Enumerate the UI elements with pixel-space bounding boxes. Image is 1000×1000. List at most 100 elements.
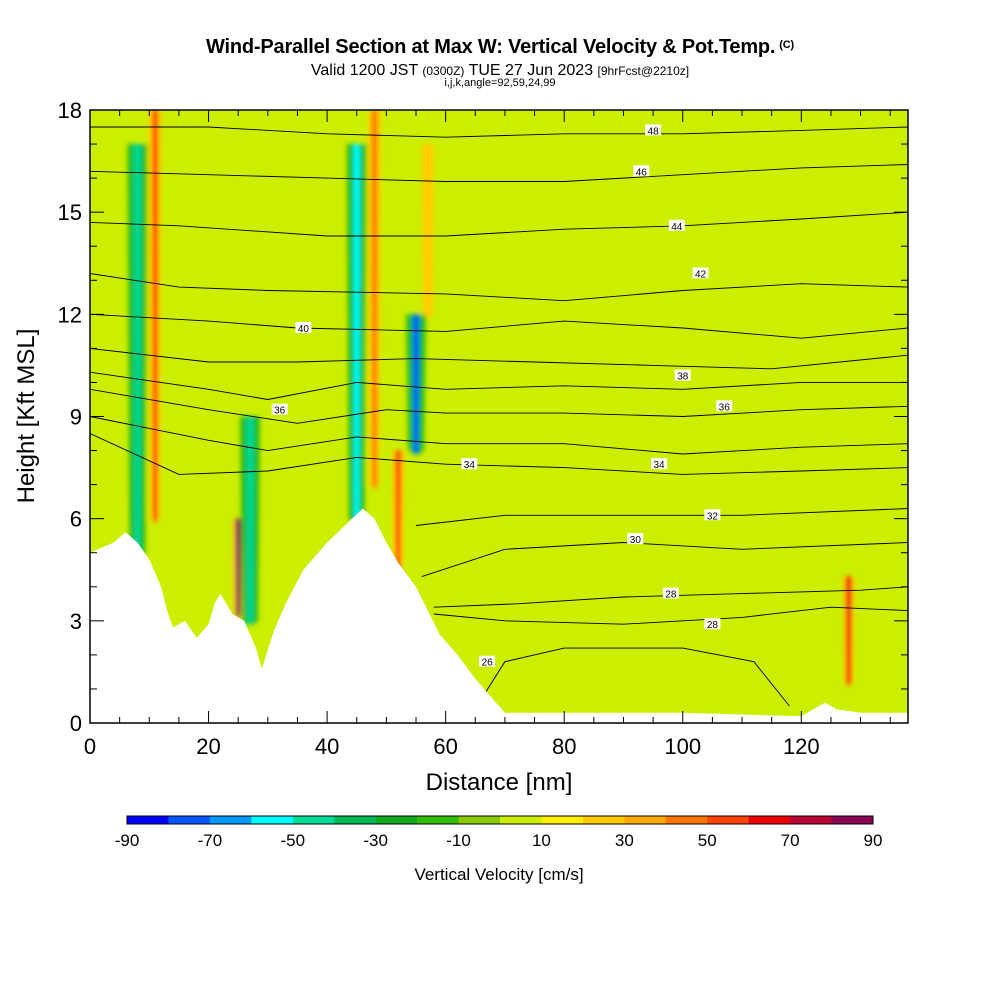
colorbar-swatch	[624, 816, 667, 824]
y-tick-label: 9	[70, 405, 82, 430]
downdraft-band	[134, 144, 141, 557]
colorbar-tick-label: 10	[532, 831, 551, 850]
y-tick-label: 6	[70, 507, 82, 532]
colorbar-tick-label: -90	[115, 831, 140, 850]
field-features	[127, 110, 859, 687]
theta-label-box	[692, 267, 709, 279]
colorbar-tick-label: 90	[864, 831, 883, 850]
theta-label-box	[674, 369, 691, 381]
colorbar-swatch	[707, 816, 749, 824]
theta-contour-line	[90, 416, 908, 455]
theta-contour-line	[90, 211, 908, 237]
colorbar-swatch	[417, 816, 459, 824]
valid-time-main: Valid 1200 JST	[310, 62, 418, 79]
colorbar-tick-label: 50	[698, 831, 717, 850]
y-axis-label: Height [Kft MSL]	[13, 329, 40, 504]
theta-label-box	[645, 124, 662, 136]
theta-label-box	[479, 655, 496, 667]
colorbar-swatch	[458, 816, 501, 824]
x-tick-label: 60	[433, 734, 457, 759]
y-tick-label: 3	[70, 609, 82, 634]
colorbar-swatch	[582, 816, 625, 824]
theta-contour-line	[90, 433, 908, 475]
theta-contour-label: 44	[671, 222, 683, 233]
updraft-band	[424, 144, 431, 319]
theta-label-box	[271, 403, 288, 415]
updraft-band	[845, 576, 852, 687]
theta-label-box	[627, 533, 644, 545]
x-tick-label: 20	[196, 734, 220, 759]
colorbar: -90 -70 -50 -30 -10 10 30 50 70 90	[115, 815, 883, 850]
theta-contour-line	[480, 647, 790, 707]
theta-contour-line	[90, 347, 908, 370]
theta-contour-line	[415, 508, 908, 526]
x-tick-label: 100	[664, 734, 701, 759]
updraft-band	[395, 450, 402, 584]
updraft-band	[152, 110, 159, 523]
x-tick-label: 0	[84, 734, 96, 759]
valid-time-date: TUE 27 Jun 2023	[468, 62, 594, 79]
theta-contour-label: 38	[677, 372, 689, 383]
downdraft-band	[353, 144, 360, 523]
updraft-band	[371, 110, 378, 489]
colorbar-swatch	[251, 816, 294, 824]
theta-label-box	[704, 618, 721, 630]
colorbar-label: Vertical Velocity [cm/s]	[414, 865, 583, 884]
y-tick-label: 0	[70, 711, 82, 736]
colorbar-swatch	[334, 816, 376, 824]
theta-contour-label: 42	[695, 269, 707, 280]
y-tick-label: 18	[58, 98, 82, 123]
grid-subtitle: i,j,k,angle=92,59,24,99	[444, 77, 556, 89]
theta-contour-label: 30	[630, 535, 642, 546]
theta-contour-label: 28	[707, 620, 719, 631]
terrain-mask	[90, 508, 908, 723]
colorbar-swatch	[168, 816, 211, 824]
theta-contour-label: 34	[653, 460, 665, 471]
colorbar-tick-label: 70	[781, 831, 800, 850]
theta-contour-label: 36	[274, 406, 286, 417]
theta-contour-line	[90, 313, 908, 339]
y-tick-label: 12	[58, 302, 82, 327]
theta-contour-label: 40	[298, 324, 310, 335]
colorbar-swatch	[500, 816, 542, 824]
colorbar-swatch	[127, 816, 169, 824]
colorbar-frame	[126, 815, 874, 825]
x-axis-label: Distance [nm]	[426, 769, 573, 796]
theta-contour-line	[433, 586, 908, 608]
x-tick-label: 40	[315, 734, 339, 759]
theta-contour-line	[421, 542, 908, 578]
colorbar-tick-label: -30	[363, 831, 388, 850]
theta-label-box	[461, 458, 478, 470]
theta-contour-label: 32	[707, 511, 719, 522]
theta-label-box	[651, 458, 668, 470]
theta-label-box	[704, 509, 721, 521]
colorbar-swatch	[790, 816, 832, 824]
colorbar-swatch	[748, 816, 791, 824]
theta-label-box	[633, 165, 650, 177]
downdraft-band	[413, 314, 420, 455]
x-tick-label: 80	[552, 734, 576, 759]
chart-title-text: Wind-Parallel Section at Max W: Vertical…	[206, 36, 776, 58]
colorbar-tick-label: 30	[615, 831, 634, 850]
theta-contour-label: 28	[665, 590, 677, 601]
colorbar-swatch	[831, 816, 874, 824]
y-tick-label: 15	[58, 200, 82, 225]
valid-time: Valid 1200 JST (0300Z) TUE 27 Jun 2023 […	[0, 62, 1000, 80]
colorbar-swatch	[375, 816, 418, 824]
theta-contour-line	[90, 164, 908, 182]
colorbar-swatch	[292, 816, 335, 824]
theta-contour-line	[90, 388, 908, 424]
theta-label-box	[668, 219, 685, 231]
downdraft-band	[247, 416, 254, 625]
colorbar-swatch	[665, 816, 708, 824]
theta-contours: 26 28 28 30 32 34 34 36 36 38 40 42 44 46 48	[90, 124, 908, 707]
colorbar-swatch	[209, 816, 252, 824]
colorbar-swatch	[541, 816, 584, 824]
theta-label-box	[716, 400, 733, 412]
theta-contour-label: 46	[636, 167, 648, 178]
updraft-band	[235, 518, 242, 619]
chart-title: Wind-Parallel Section at Max W: Vertical…	[0, 36, 1000, 59]
colorbar-tick-label: -10	[446, 831, 471, 850]
